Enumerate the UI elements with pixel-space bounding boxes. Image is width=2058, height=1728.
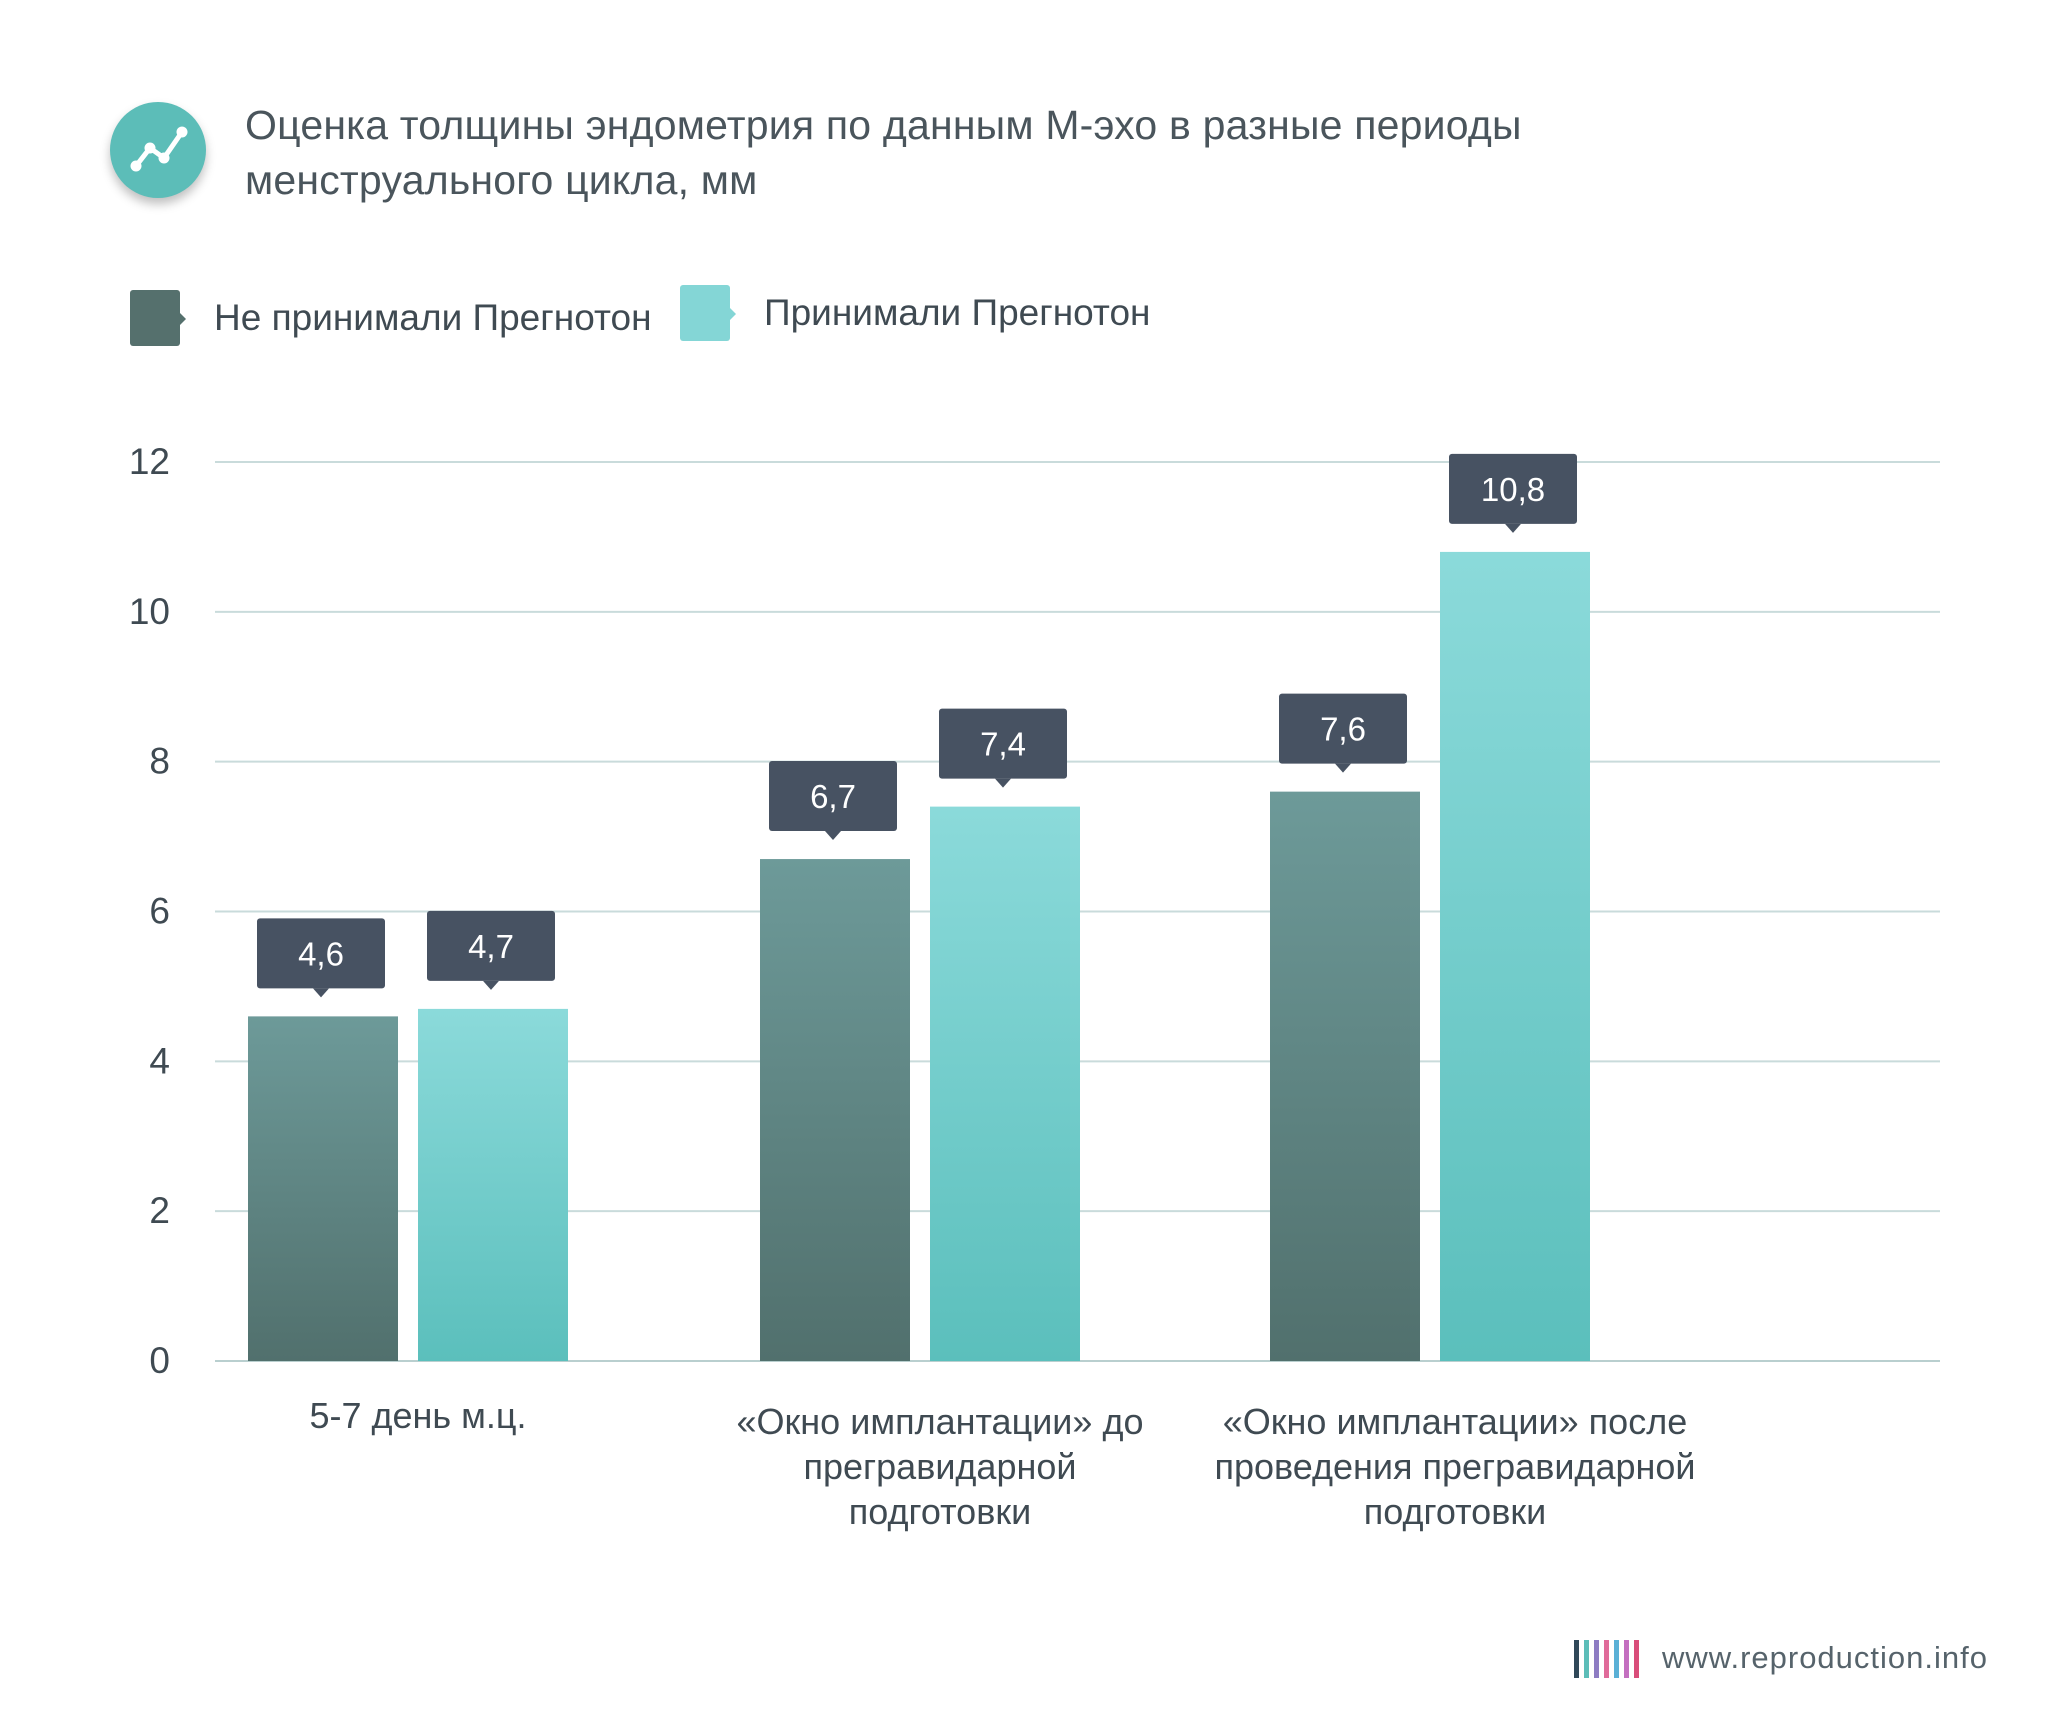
legend-label-not-taking: Не принимали Прегнотон	[214, 297, 652, 338]
data-label: 7,6	[1320, 711, 1366, 748]
data-label-box	[769, 761, 897, 832]
reproduction-logo-icon	[1574, 1638, 1644, 1678]
data-label-box	[1449, 453, 1577, 524]
legend-label-taking: Принимали Прегнотон	[764, 292, 1151, 333]
y-tick-label: 8	[149, 741, 170, 782]
data-label: 4,7	[468, 928, 514, 965]
y-tick-label: 4	[149, 1040, 170, 1081]
data-label-pointer	[313, 988, 329, 998]
data-label-pointer	[825, 831, 841, 841]
y-tick-label: 6	[149, 891, 170, 932]
trend-line-icon	[110, 102, 206, 198]
data-label-box	[427, 910, 555, 981]
bar-not-taking-0	[248, 1016, 398, 1361]
footer-website[interactable]: www.reproduction.info	[1662, 1640, 1988, 1675]
data-label: 6,7	[810, 778, 856, 815]
data-label-pointer	[483, 980, 499, 990]
chart-title: Оценка толщины эндометрия по данным М-эх…	[245, 102, 1522, 203]
bar-not-taking-1	[760, 859, 910, 1361]
footer: www.reproduction.info	[1574, 1638, 1988, 1678]
y-tick-label: 0	[149, 1340, 170, 1381]
data-label-box	[1279, 693, 1407, 764]
data-label-box	[257, 918, 385, 989]
bar-not-taking-2	[1270, 791, 1420, 1361]
bar-taking-2	[1440, 551, 1590, 1361]
y-tick-label: 10	[129, 591, 170, 632]
data-label: 4,6	[298, 935, 344, 972]
legend-swatch-dark	[130, 290, 186, 346]
legend-item-taking: Принимали Прегнотон	[680, 283, 1150, 343]
data-label-pointer	[995, 778, 1011, 788]
legend-item-not-taking: Не принимали Прегнотон	[130, 288, 652, 348]
data-label-pointer	[1335, 763, 1351, 773]
data-label: 10,8	[1481, 471, 1545, 508]
y-tick-label: 12	[129, 441, 170, 482]
data-label-pointer	[1505, 523, 1521, 533]
legend-swatch-light	[680, 285, 736, 341]
y-tick-label: 2	[149, 1190, 170, 1231]
x-tick-label: «Окно имплантации» до прегравидарной подго…	[737, 1401, 1144, 1532]
x-tick-label: «Окно имплантации» после проведения прегр…	[1214, 1401, 1695, 1532]
x-tick-label: 5-7 день м.ц.	[309, 1395, 526, 1436]
bar-taking-1	[930, 806, 1080, 1361]
data-label: 7,4	[980, 726, 1026, 763]
bar-taking-0	[418, 1008, 568, 1361]
data-label-box	[939, 708, 1067, 779]
